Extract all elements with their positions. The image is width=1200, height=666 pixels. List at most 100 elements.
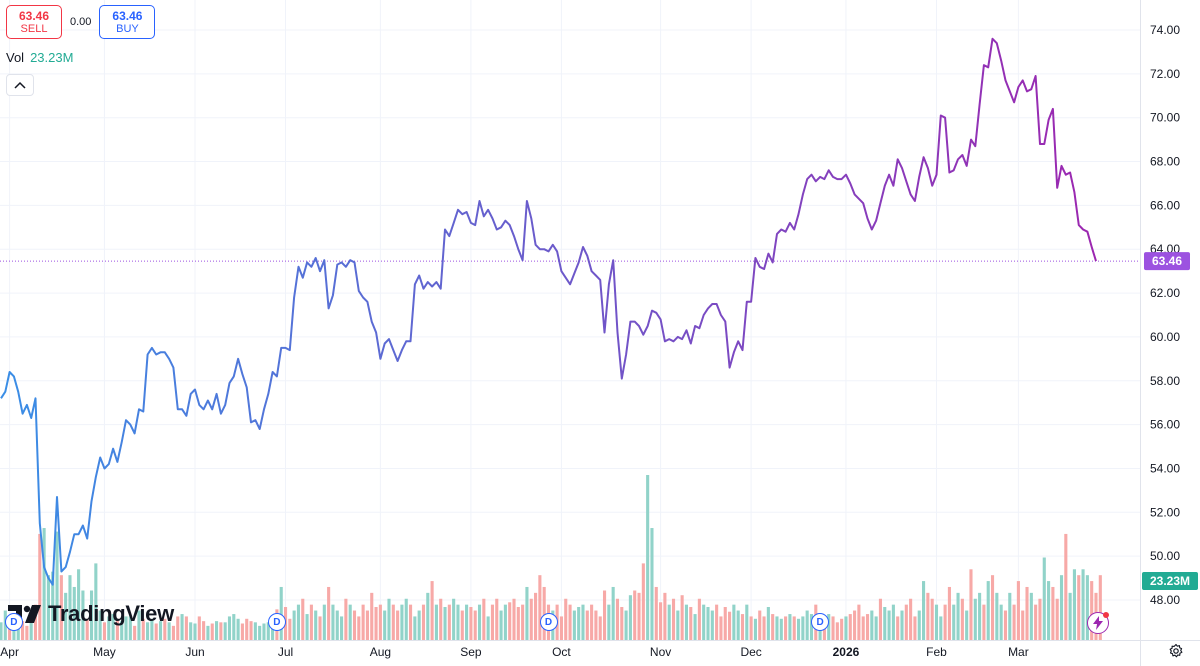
volume-bar	[538, 575, 542, 640]
volume-bar	[611, 586, 615, 640]
buy-price: 63.46	[112, 8, 143, 23]
volume-bar	[72, 586, 76, 640]
x-tick-label: Apr	[0, 645, 19, 659]
volume-bar	[926, 592, 930, 640]
collapse-legend-button[interactable]	[6, 74, 34, 96]
volume-bar	[801, 616, 805, 640]
volume-bar	[667, 604, 671, 640]
volume-bar	[55, 531, 59, 640]
volume-bar	[702, 604, 706, 640]
volume-bar	[309, 604, 313, 640]
volume-bar	[0, 622, 3, 640]
volume-bar	[809, 614, 814, 640]
volume-bar	[223, 622, 227, 640]
dividend-marker[interactable]: D	[811, 613, 830, 631]
dividend-marker[interactable]: D	[267, 613, 286, 631]
volume-bar	[1034, 604, 1038, 640]
dividend-marker[interactable]: D	[539, 613, 558, 631]
x-tick-label: Jul	[278, 645, 293, 659]
x-tick-label: Dec	[740, 645, 761, 659]
tradingview-logo[interactable]: TradingView	[8, 601, 174, 627]
volume-bar	[796, 618, 801, 640]
volume-bar	[995, 592, 999, 640]
volume-bar	[253, 622, 257, 640]
volume-label: Vol	[6, 50, 25, 65]
sell-button[interactable]: 63.46 SELL	[6, 5, 62, 39]
volume-bar	[490, 604, 495, 640]
volume-bar	[874, 616, 878, 640]
volume-bar	[59, 575, 63, 640]
volume-bar	[348, 604, 352, 640]
volume-bar	[439, 598, 443, 640]
notification-dot	[1103, 612, 1109, 618]
volume-bar	[374, 607, 378, 640]
y-tick-label: 66.00	[1150, 198, 1180, 212]
volume-bar	[128, 616, 132, 640]
volume-bar	[646, 475, 650, 640]
volume-bar	[271, 621, 275, 640]
volume-bar	[189, 622, 193, 640]
volume-bar	[352, 610, 357, 640]
x-axis[interactable]: Apr May Jun Jul Aug Sep Oct Nov Dec 2026 Feb Mar	[0, 645, 1028, 659]
volume-bar	[1042, 557, 1046, 640]
volume-bar	[120, 621, 124, 640]
volume-bar	[568, 604, 572, 640]
volume-bar	[232, 614, 236, 640]
volume-bar	[249, 621, 253, 640]
brand-name: TradingView	[48, 601, 174, 626]
volume-bar	[960, 598, 964, 640]
volume-bar	[990, 575, 995, 640]
volume-bar	[447, 604, 451, 640]
volume-bar	[383, 610, 387, 640]
volume-bar	[227, 616, 232, 640]
y-tick-label: 50.00	[1150, 549, 1180, 563]
volume-bar	[529, 598, 533, 640]
chart-settings-button[interactable]	[1166, 641, 1186, 661]
volume-bar	[615, 598, 620, 640]
news-flash-button[interactable]	[1087, 612, 1109, 634]
volume-legend[interactable]: Vol 23.23M	[6, 50, 73, 65]
volume-bar	[499, 610, 503, 640]
volume-bar	[370, 592, 374, 640]
volume-bar	[202, 621, 206, 640]
volume-bar	[753, 618, 757, 640]
volume-bar	[900, 610, 904, 640]
volume-bar	[495, 598, 499, 640]
x-tick-label: Jun	[185, 645, 204, 659]
volume-bar	[163, 618, 167, 640]
volume-bar	[835, 622, 839, 640]
volume-bar	[434, 604, 438, 640]
volume-bar	[689, 607, 693, 640]
x-tick-label: Aug	[370, 645, 391, 659]
volume-bar	[659, 602, 663, 640]
volume-bar	[210, 623, 214, 640]
y-axis[interactable]: 74.0072.0070.0068.0066.0064.0062.0060.00…	[1150, 23, 1180, 607]
volume-bar	[193, 623, 197, 640]
quote-toolbar: 63.46 SELL 0.00 63.46 BUY	[6, 5, 156, 39]
volume-bar	[137, 610, 141, 640]
volume-bar	[516, 607, 520, 640]
volume-bar	[857, 604, 861, 640]
volume-bar	[473, 610, 477, 640]
volume-bar	[883, 607, 887, 640]
volume-bar	[620, 607, 624, 640]
volume-bar	[236, 618, 240, 640]
volume-bar	[861, 616, 865, 640]
volume-bar	[292, 610, 296, 640]
volume-bar	[1098, 575, 1102, 640]
dividend-marker[interactable]: D	[4, 613, 23, 631]
volume-bar	[840, 618, 844, 640]
spread-value: 0.00	[70, 16, 92, 28]
volume-bar	[266, 622, 270, 640]
volume-bar	[827, 614, 831, 640]
buy-button[interactable]: 63.46 BUY	[99, 5, 156, 39]
volume-bar	[1025, 586, 1029, 640]
volume-bar	[426, 592, 430, 640]
volume-bar	[1077, 575, 1081, 640]
volume-bar	[296, 604, 301, 640]
volume-bar	[654, 586, 658, 640]
volume-bar	[982, 604, 986, 640]
volume-bar	[404, 598, 408, 640]
